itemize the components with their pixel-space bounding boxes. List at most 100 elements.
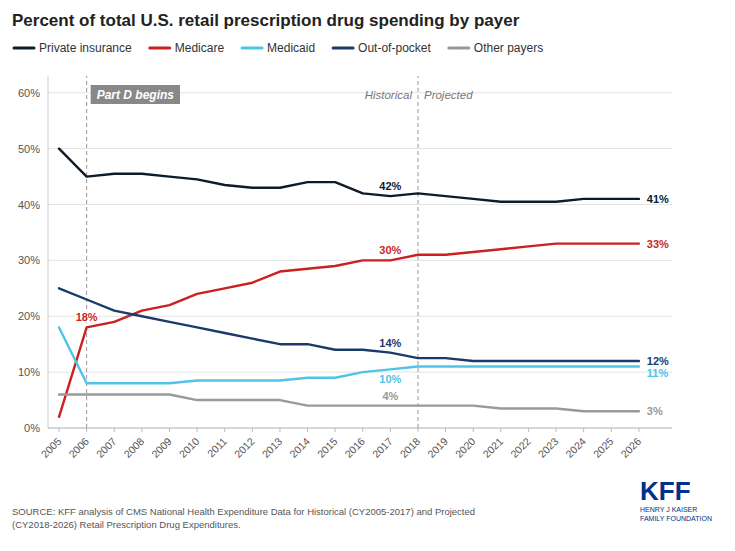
x-tick-label: 2014: [287, 435, 312, 460]
y-tick-label: 20%: [18, 310, 40, 322]
y-tick-label: 10%: [18, 366, 40, 378]
data-label: 3%: [647, 405, 663, 417]
title: Percent of total U.S. retail prescriptio…: [12, 11, 520, 30]
logo-text: KFF: [640, 476, 691, 506]
x-tick-label: 2018: [397, 435, 422, 460]
data-label: 11%: [647, 367, 669, 379]
x-tick-label: 2013: [259, 435, 284, 460]
grid-line: [48, 148, 672, 149]
x-tick: [86, 428, 87, 432]
x-tick: [611, 428, 612, 432]
x-tick: [169, 428, 170, 432]
data-label: 10%: [379, 373, 401, 385]
annotation: Part D begins: [97, 88, 175, 102]
series-line: [59, 244, 639, 417]
reference-line: [417, 76, 418, 428]
data-label: 18%: [76, 311, 98, 323]
legend: Private insurance Medicare Medicaid Out-of-…: [14, 41, 543, 55]
legend-label: Medicaid: [267, 41, 315, 55]
x-tick-label: 2017: [370, 435, 395, 460]
reference-line: [86, 76, 87, 428]
x-tick-label: 2020: [453, 435, 478, 460]
x-tick-label: 2022: [508, 435, 533, 460]
x-tick-label: 2009: [149, 435, 174, 460]
x-tick-label: 2024: [563, 435, 588, 460]
x-tick: [335, 428, 336, 432]
annotation: Historical: [365, 89, 413, 101]
annotation-box: [91, 85, 180, 104]
data-labels: 42% 41% 18% 30% 33% 10% 11% 14% 12% 4% 3%: [76, 180, 669, 417]
data-label: 33%: [647, 238, 669, 250]
legend-swatch: [242, 47, 262, 50]
x-tick: [279, 428, 280, 432]
x-tick: [500, 428, 501, 432]
annotation: Projected: [424, 89, 473, 101]
x-tick-label: 2010: [177, 435, 202, 460]
data-label: 41%: [647, 193, 669, 205]
y-tick-label: 60%: [18, 87, 40, 99]
x-tick: [445, 428, 446, 432]
x-tick: [114, 428, 115, 432]
x-tick-label: 2011: [205, 435, 230, 460]
y-tick-label: 40%: [18, 199, 40, 211]
series-line: [59, 394, 639, 411]
legend-label: Out-of-pocket: [358, 41, 431, 55]
x-tick: [473, 428, 474, 432]
x-tick-label: 2008: [121, 435, 146, 460]
x-tick: [224, 428, 225, 432]
legend-label: Medicare: [175, 41, 225, 55]
x-axis: 2005200620072008200920102011201220132014…: [38, 428, 672, 460]
x-tick-label: 2021: [480, 435, 505, 460]
x-tick: [583, 428, 584, 432]
x-tick: [528, 428, 529, 432]
legend-swatch: [14, 47, 34, 50]
x-tick-label: 2026: [618, 435, 643, 460]
annotations: Part D begins Historical Projected: [87, 76, 474, 428]
x-tick: [252, 428, 253, 432]
logo: KFFHENRY J KAISER FAMILY FOUNDATION: [640, 476, 712, 522]
x-tick: [390, 428, 391, 432]
x-tick-label: 2016: [342, 435, 367, 460]
legend-label: Other payers: [474, 41, 543, 55]
legend-swatch: [449, 47, 469, 50]
series-line: [59, 288, 639, 361]
y-axis: 0%10%20%30%40%50%60%: [18, 76, 672, 434]
x-tick: [556, 428, 557, 432]
x-tick-label: 2025: [591, 435, 616, 460]
series-line: [59, 327, 639, 383]
plot-area: [59, 149, 639, 417]
data-label: 12%: [647, 355, 669, 367]
data-label: 14%: [379, 337, 401, 349]
data-label: 30%: [379, 244, 401, 256]
grid-line: [48, 204, 672, 205]
x-tick-label: 2005: [38, 435, 63, 460]
x-tick: [59, 428, 60, 432]
legend-swatch: [333, 47, 353, 50]
logo-subtext: FAMILY FOUNDATION: [640, 515, 712, 522]
data-label: 4%: [382, 390, 398, 402]
x-tick-label: 2006: [66, 435, 91, 460]
x-tick-label: 2007: [94, 435, 119, 460]
y-axis-line: [48, 76, 49, 428]
x-tick-label: 2023: [535, 435, 560, 460]
data-label: 42%: [379, 180, 401, 192]
legend-label: Private insurance: [39, 41, 132, 55]
source: SOURCE: KFF analysis of CMS National Hea…: [12, 506, 475, 530]
x-tick-label: 2019: [425, 435, 450, 460]
x-tick-label: 2015: [315, 435, 340, 460]
series-line: [59, 149, 639, 202]
source-text: SOURCE: KFF analysis of CMS National Hea…: [12, 506, 475, 517]
x-tick: [141, 428, 142, 432]
logo-subtext: HENRY J KAISER: [640, 506, 697, 513]
x-tick: [638, 428, 639, 432]
x-tick: [197, 428, 198, 432]
y-tick-label: 50%: [18, 143, 40, 155]
x-tick: [362, 428, 363, 432]
y-tick-label: 30%: [18, 254, 40, 266]
source-text: (CY2018-2026) Retail Prescription Drug E…: [12, 519, 241, 530]
x-tick-label: 2012: [232, 435, 257, 460]
legend-swatch: [150, 47, 170, 50]
x-tick: [417, 428, 418, 432]
x-tick: [307, 428, 308, 432]
chart: Percent of total U.S. retail prescriptio…: [0, 0, 735, 551]
